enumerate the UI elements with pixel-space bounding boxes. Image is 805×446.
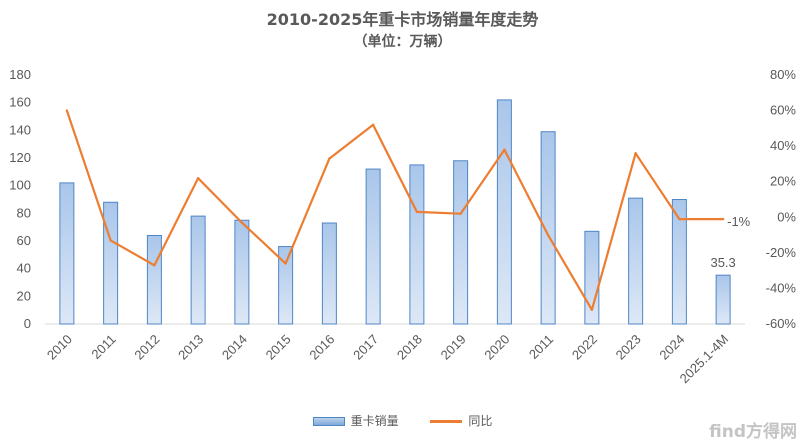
x-tick-label: 2010	[44, 332, 75, 363]
bar	[365, 168, 381, 325]
y-left-tick-label: 180	[9, 67, 31, 82]
y-left-tick-label: 120	[9, 150, 31, 165]
legend-label-sales: 重卡销量	[350, 414, 399, 428]
y-right-tick-label: -40%	[766, 280, 797, 295]
chart-subtitle: （单位：万辆）	[353, 34, 452, 50]
yoy-line	[65, 110, 724, 311]
legend-bar-swatch	[312, 417, 345, 426]
bar	[715, 274, 731, 325]
bar	[540, 131, 556, 325]
bar	[278, 246, 294, 325]
yoy-point	[153, 264, 156, 267]
yoy-point	[109, 239, 112, 242]
x-tick-label: 2014	[219, 332, 250, 363]
yoy-point	[65, 109, 69, 112]
y-left-tick-label: 60	[17, 233, 31, 248]
bar	[234, 219, 250, 325]
y-right-tick-label: -60%	[766, 316, 797, 331]
legend-label-yoy: 同比	[468, 414, 493, 428]
legend-line-swatch	[430, 420, 463, 423]
data-label-sales: 35.3	[710, 255, 735, 270]
y-right-tick-label: 20%	[770, 174, 796, 189]
x-tick-label: 2017	[350, 332, 381, 363]
y-right-tick-label: 0%	[777, 209, 796, 224]
data-label-yoy: -1%	[727, 214, 751, 229]
bar	[409, 164, 425, 325]
y-left-tick-label: 0	[24, 316, 31, 331]
bar	[321, 222, 337, 325]
x-tick-label: 2015	[263, 332, 294, 363]
yoy-point	[240, 221, 244, 224]
yoy-point	[546, 233, 550, 237]
y-left-tick-label: 80	[17, 205, 31, 220]
bar	[628, 197, 644, 325]
y-left-tick-label: 40	[17, 261, 31, 276]
x-tick-label: 2012	[131, 332, 162, 363]
yoy-point	[196, 176, 200, 180]
x-tick-label: 2022	[569, 332, 600, 363]
y-left-tick-label: 160	[9, 95, 31, 110]
bar	[496, 99, 512, 325]
yoy-point	[328, 157, 331, 160]
legend-item-yoy: 同比	[430, 412, 492, 429]
yoy-point	[459, 212, 462, 215]
yoy-point	[503, 148, 506, 151]
bar	[190, 215, 206, 325]
yoy-point	[721, 217, 725, 221]
bar	[103, 201, 119, 325]
x-tick-label: 2023	[613, 332, 644, 363]
legend: 重卡销量 同比	[0, 412, 805, 429]
y-left-tick-label: 140	[9, 122, 31, 137]
y-left-tick-label: 20	[17, 288, 31, 303]
yoy-point	[634, 152, 637, 155]
x-tick-label: 2019	[438, 332, 469, 363]
bar	[146, 234, 162, 325]
yoy-point	[284, 262, 287, 265]
legend-item-sales: 重卡销量	[312, 412, 399, 429]
y-right-tick-label: -20%	[766, 245, 797, 260]
x-tick-label: 2011	[88, 332, 118, 362]
bar	[59, 182, 75, 325]
yoy-point	[678, 217, 681, 221]
x-tick-label: 2016	[306, 332, 337, 363]
y-right-tick-label: 40%	[770, 138, 796, 153]
yoy-point	[371, 123, 375, 127]
watermark-logo: find方得网	[709, 422, 797, 442]
y-right-tick-label: 80%	[770, 67, 796, 82]
y-right-tick-label: 60%	[770, 103, 796, 118]
x-tick-label: 2018	[394, 332, 425, 363]
x-tick-label: 2024	[656, 332, 687, 363]
bar	[453, 160, 469, 325]
chart-title: 2010-2025年重卡市场销量年度走势	[266, 10, 539, 29]
x-tick-label: 2020	[481, 332, 512, 363]
y-left-tick-label: 100	[9, 178, 31, 193]
yoy-point	[415, 210, 419, 214]
bar	[671, 199, 687, 325]
x-tick-label: 2011	[526, 332, 556, 362]
yoy-point	[590, 308, 594, 311]
x-tick-label: 2013	[175, 332, 206, 363]
